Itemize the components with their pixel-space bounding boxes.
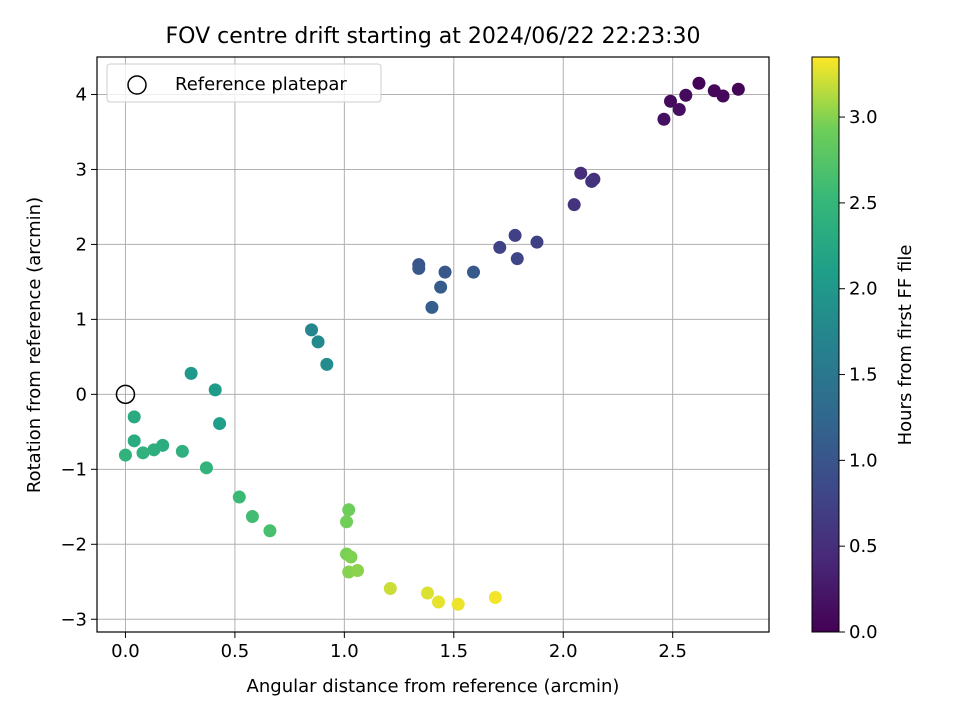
data-point — [350, 564, 364, 578]
data-point — [508, 228, 522, 242]
colorbar-tick-label: 1.0 — [849, 450, 878, 471]
data-point — [311, 335, 325, 349]
data-point — [493, 240, 507, 254]
colorbar-ticks: 0.0 0.5 1.0 1.5 2.0 2.5 3.0 — [839, 107, 878, 643]
y-tick-label: 1 — [76, 309, 87, 330]
legend-reference-marker — [127, 75, 147, 95]
data-point — [574, 166, 588, 180]
colorbar-tick-label: 2.5 — [849, 193, 878, 214]
data-point — [305, 323, 319, 337]
legend: Reference platepar — [106, 63, 382, 103]
data-point — [184, 366, 198, 380]
x-tick-label: 2.5 — [658, 641, 687, 662]
data-point — [127, 410, 141, 424]
data-point — [118, 448, 132, 462]
colorbar — [811, 56, 840, 633]
data-point — [434, 280, 448, 294]
x-tick-label: 1.0 — [330, 641, 359, 662]
y-tick-label: 4 — [76, 84, 87, 105]
data-point — [383, 582, 397, 596]
data-point — [663, 94, 677, 108]
data-point — [672, 102, 686, 116]
data-point — [657, 112, 671, 126]
colorbar-tick-label: 0.5 — [849, 536, 878, 557]
data-point — [263, 524, 277, 538]
data-point — [344, 550, 358, 564]
colorbar-tick-label: 1.5 — [849, 365, 878, 386]
data-point — [731, 82, 745, 96]
data-point — [147, 443, 161, 457]
x-tick-label: 0.5 — [221, 641, 250, 662]
data-point — [466, 265, 480, 279]
data-point — [232, 490, 246, 504]
data-point — [530, 235, 544, 249]
data-point — [425, 300, 439, 314]
data-point — [585, 174, 599, 188]
x-tick-label: 1.5 — [439, 641, 468, 662]
data-point — [208, 383, 222, 397]
x-tick-label: 2.0 — [549, 641, 578, 662]
y-tick-label: 0 — [76, 384, 87, 405]
reference-platepar-marker — [115, 384, 136, 405]
data-point — [451, 597, 465, 611]
data-point — [567, 198, 581, 212]
data-point — [245, 510, 259, 524]
y-tick-label: −3 — [60, 609, 87, 630]
data-point — [340, 515, 354, 529]
axis-ticks: 0.0 0.5 1.0 1.5 2.0 2.5 −3 −2 −1 0 1 2 3 4 — [60, 84, 687, 662]
data-point — [175, 444, 189, 458]
data-point — [679, 88, 693, 102]
data-point — [412, 261, 426, 275]
y-tick-label: 3 — [76, 159, 87, 180]
data-point — [213, 417, 227, 431]
data-points — [118, 76, 745, 611]
data-point — [431, 595, 445, 609]
data-point — [692, 76, 706, 90]
x-tick-label: 0.0 — [111, 641, 140, 662]
y-axis-label: Rotation from reference (arcmin) — [24, 197, 45, 493]
data-point — [136, 446, 150, 460]
data-point — [320, 357, 334, 371]
plot-frame — [96, 56, 770, 633]
data-point — [438, 265, 452, 279]
legend-box — [106, 63, 382, 103]
colorbar-label: Hours from first FF file — [895, 245, 916, 446]
chart-title: FOV centre drift starting at 2024/06/22 … — [166, 24, 701, 49]
legend-label-reference: Reference platepar — [175, 74, 347, 95]
data-point — [716, 89, 730, 103]
y-tick-label: −2 — [60, 534, 87, 555]
data-point — [421, 586, 435, 600]
grid-lines — [97, 57, 769, 632]
x-axis-label: Angular distance from reference (arcmin) — [247, 676, 620, 697]
y-tick-label: 2 — [76, 234, 87, 255]
colorbar-tick-label: 3.0 — [849, 107, 878, 128]
data-point — [488, 591, 502, 605]
colorbar-tick-label: 0.0 — [849, 622, 878, 643]
data-point — [510, 252, 524, 266]
colorbar-tick-label: 2.0 — [849, 279, 878, 300]
data-point — [342, 503, 356, 517]
data-point — [199, 461, 213, 475]
y-tick-label: −1 — [60, 459, 87, 480]
data-point — [127, 434, 141, 448]
